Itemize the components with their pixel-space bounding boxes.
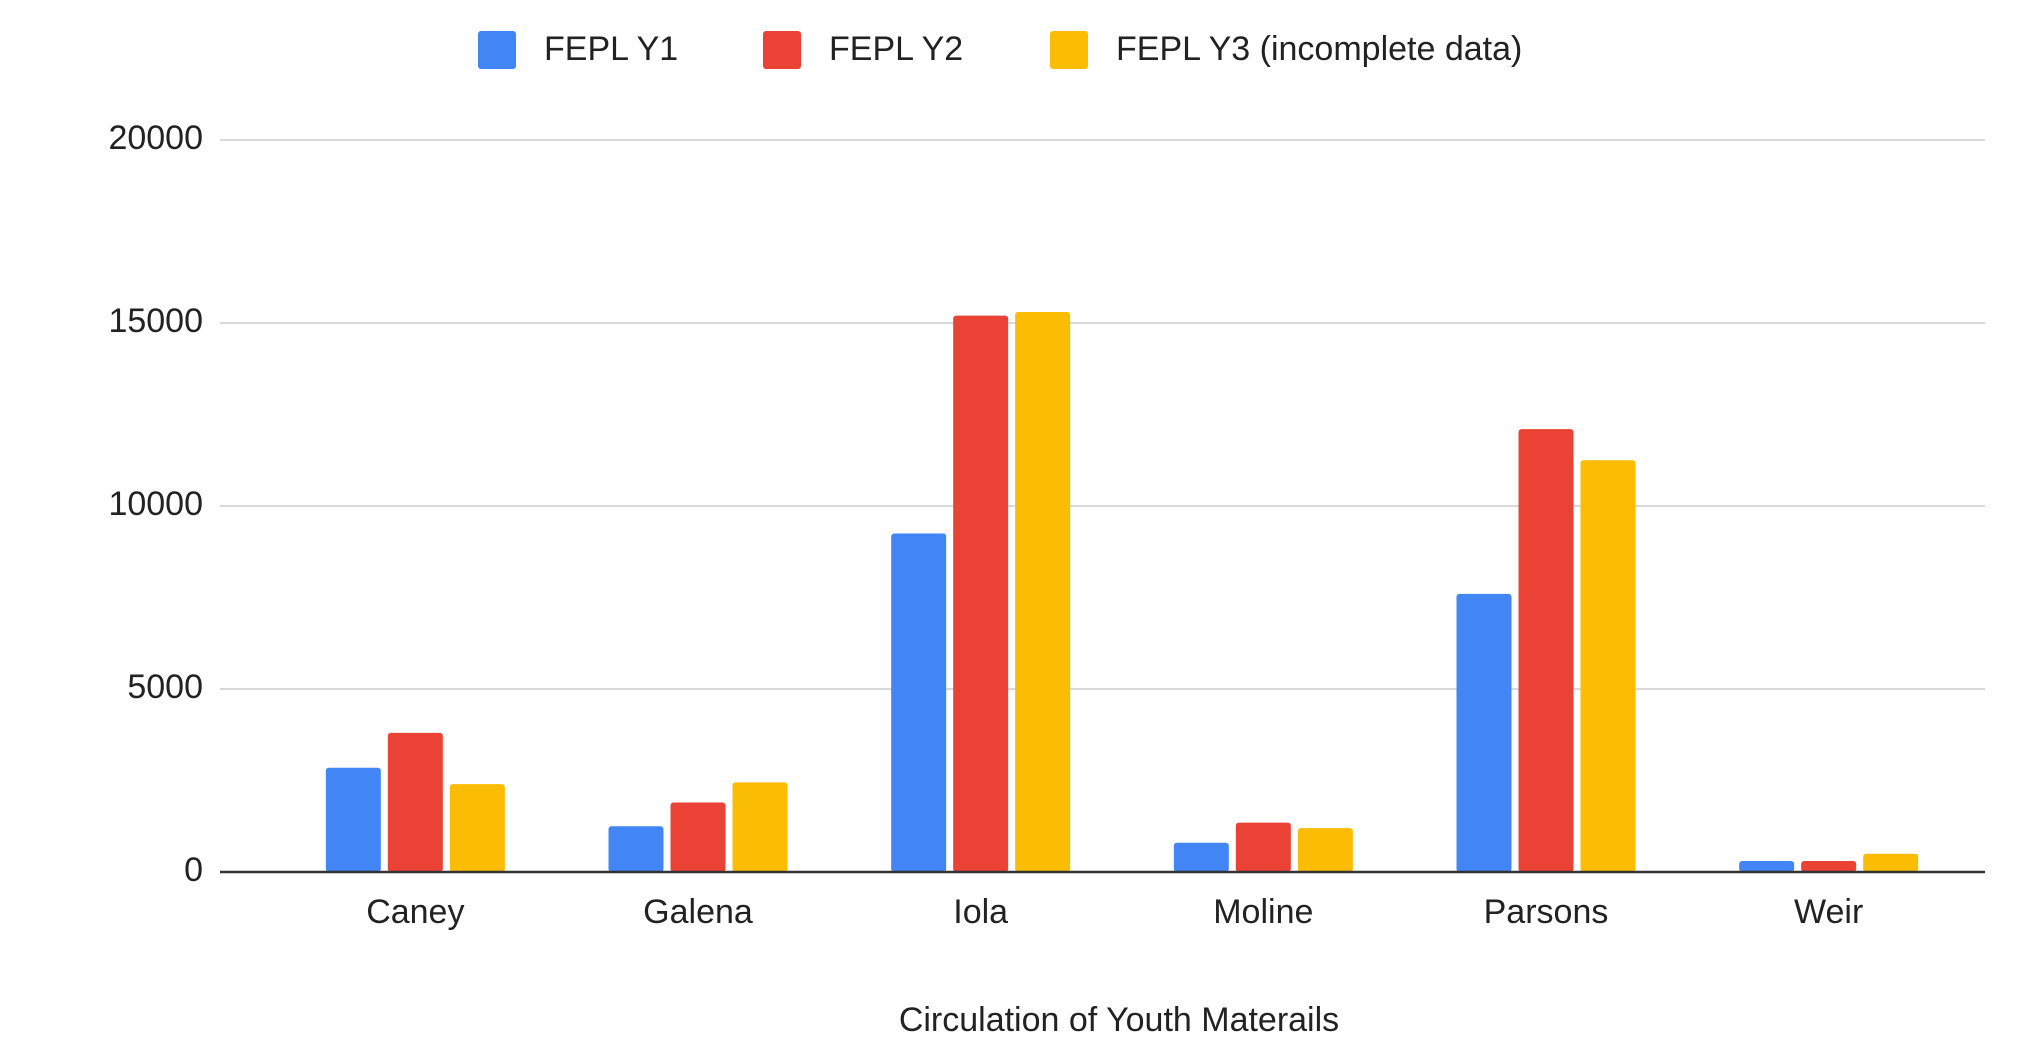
- bar: [1580, 460, 1636, 872]
- x-axis-title: Circulation of Youth Materails: [899, 1001, 1339, 1039]
- y-tick-label: 0: [184, 851, 203, 889]
- bar: [608, 826, 664, 872]
- bar: [732, 782, 788, 872]
- bar: [953, 315, 1009, 872]
- bar: [891, 533, 947, 872]
- y-tick-label: 20000: [108, 119, 203, 157]
- y-tick-label: 10000: [108, 485, 203, 523]
- legend-swatch: [478, 31, 516, 69]
- legend-label: FEPL Y2: [829, 30, 963, 68]
- bar: [1801, 861, 1857, 872]
- x-tick-label: Weir: [1794, 893, 1863, 931]
- bar: [670, 802, 726, 872]
- x-tick-label: Galena: [643, 893, 753, 931]
- y-tick-label: 5000: [127, 668, 203, 706]
- legend-label: FEPL Y3 (incomplete data): [1116, 30, 1522, 68]
- legend-swatch: [1050, 31, 1088, 69]
- bar: [1456, 593, 1512, 872]
- x-tick-label: Parsons: [1484, 893, 1609, 931]
- bar: [1518, 429, 1574, 872]
- bar: [1297, 828, 1353, 872]
- bar: [1173, 842, 1229, 872]
- legend-label: FEPL Y1: [544, 30, 678, 68]
- x-tick-label: Iola: [953, 893, 1008, 931]
- x-tick-label: Caney: [366, 893, 464, 931]
- bar: [1739, 861, 1795, 872]
- bar: [387, 732, 443, 872]
- bar: [325, 767, 381, 872]
- bar: [449, 784, 505, 872]
- bar: [1015, 312, 1071, 872]
- x-tick-label: Moline: [1213, 893, 1313, 931]
- legend-swatch: [763, 31, 801, 69]
- bar: [1863, 853, 1919, 872]
- bar: [1235, 822, 1291, 872]
- y-tick-label: 15000: [108, 302, 203, 340]
